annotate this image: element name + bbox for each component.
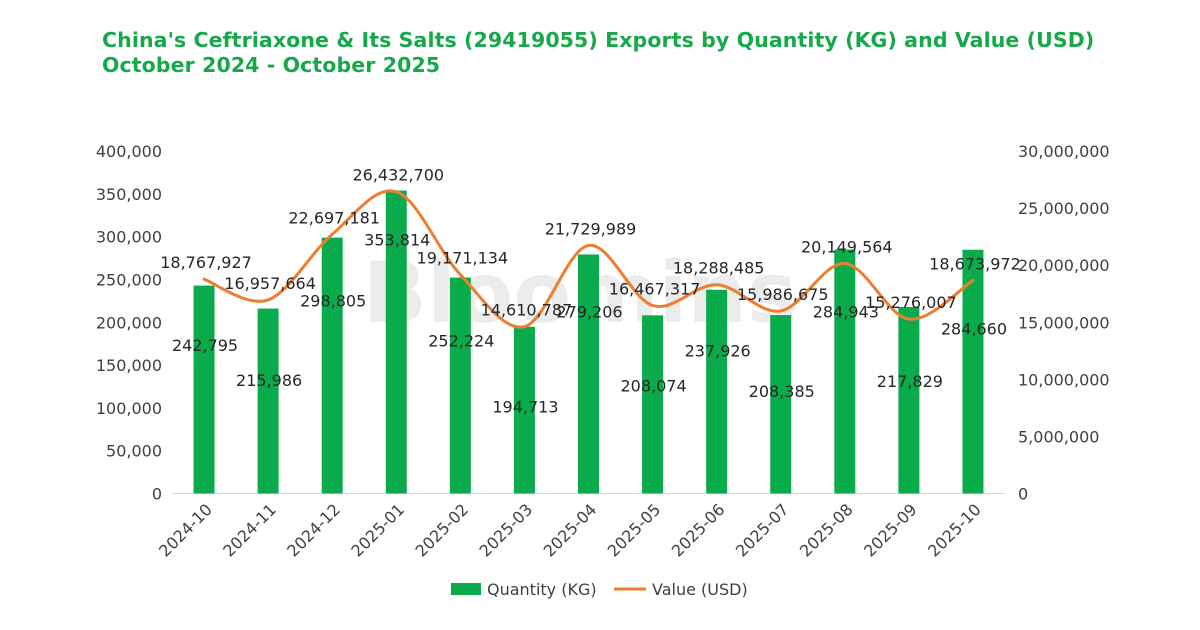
right-axis-tick: 5,000,000	[1018, 427, 1099, 446]
quantity-data-label: 353,814	[364, 231, 430, 250]
quantity-data-label: 237,926	[685, 342, 751, 361]
right-axis-tick: 30,000,000	[1018, 142, 1110, 161]
bar-series-quantity	[193, 190, 984, 494]
x-axis-tick: 2025-08	[796, 500, 857, 561]
right-axis-tick: 10,000,000	[1018, 370, 1110, 389]
bar-2024-10	[193, 285, 215, 494]
x-axis-tick: 2025-01	[347, 500, 408, 561]
bar-2024-11	[257, 308, 279, 494]
x-axis-tick: 2025-10	[924, 500, 985, 561]
x-axis-tick: 2025-05	[604, 500, 665, 561]
left-axis-tick: 400,000	[96, 142, 162, 161]
value-data-label: 16,957,664	[224, 274, 316, 293]
x-axis-tick: 2024-12	[283, 500, 344, 561]
value-data-label: 15,986,675	[737, 285, 829, 304]
value-data-label: 26,432,700	[352, 166, 444, 185]
left-axis: 0 50,000 100,000 150,000 200,000 250,000 300,0…	[96, 142, 162, 504]
value-data-label: 15,276,007	[865, 293, 957, 312]
value-data-label: 18,767,927	[160, 253, 252, 272]
bar-2025-01	[385, 190, 407, 494]
quantity-data-label: 252,224	[428, 332, 494, 351]
quantity-data-label: 215,986	[236, 371, 302, 390]
legend-label-value: Value (USD)	[652, 580, 748, 599]
left-axis-tick: 100,000	[96, 399, 162, 418]
data-labels: 242,795 215,986 298,805 353,814 252,224 194,7…	[160, 166, 1021, 417]
x-axis-tick: 2025-02	[411, 500, 472, 561]
x-axis-tick: 2024-11	[219, 500, 280, 561]
quantity-data-label: 298,805	[300, 291, 366, 310]
value-data-label: 22,697,181	[288, 208, 380, 227]
value-data-label: 21,729,989	[545, 219, 637, 238]
left-axis-tick: 150,000	[96, 356, 162, 375]
left-axis-tick: 200,000	[96, 313, 162, 332]
x-axis-tick: 2024-10	[155, 500, 216, 561]
bar-2025-09	[898, 306, 920, 494]
value-data-label: 18,673,972	[929, 254, 1021, 273]
bar-2025-08	[834, 249, 856, 494]
chart-title: China's Ceftriaxone & Its Salts (2941905…	[102, 28, 1094, 78]
right-axis: 0 5,000,000 10,000,000 15,000,000 20,000,000…	[1018, 142, 1110, 504]
line-series-value	[202, 189, 975, 329]
legend-swatch-quantity	[451, 583, 481, 595]
quantity-data-label: 279,206	[556, 302, 622, 321]
quantity-data-label: 208,385	[749, 382, 815, 401]
legend-label-quantity: Quantity (KG)	[487, 580, 597, 599]
quantity-data-label: 242,795	[172, 336, 238, 355]
legend: Quantity (KG) Value (USD)	[451, 580, 748, 599]
chart-title-line-2: October 2024 - October 2025	[102, 53, 441, 77]
quantity-data-label: 194,713	[492, 398, 558, 417]
value-data-label: 20,149,564	[801, 237, 893, 256]
quantity-data-label: 217,829	[877, 372, 943, 391]
left-axis-tick: 300,000	[96, 228, 162, 247]
value-data-label: 19,171,134	[417, 249, 509, 268]
bar-2025-06	[706, 289, 728, 494]
quantity-data-label: 284,943	[813, 302, 879, 321]
chart-title-line-1: China's Ceftriaxone & Its Salts (2941905…	[102, 28, 1095, 52]
left-axis-tick: 350,000	[96, 185, 162, 204]
value-data-label: 14,610,787	[481, 301, 573, 320]
x-axis-tick: 2025-06	[668, 500, 729, 561]
left-axis-tick: 0	[152, 485, 162, 504]
x-axis-tick: 2025-04	[540, 500, 601, 561]
x-axis-tick: 2025-09	[860, 500, 921, 561]
bar-2025-02	[449, 277, 471, 494]
quantity-data-label: 208,074	[620, 376, 686, 395]
left-axis-tick: 50,000	[106, 442, 162, 461]
quantity-data-label: 284,660	[941, 319, 1007, 338]
bar-2025-03	[513, 326, 535, 494]
right-axis-tick: 0	[1018, 485, 1028, 504]
bar-2025-04	[578, 254, 599, 494]
left-axis-tick: 250,000	[96, 270, 162, 289]
bar-2024-12	[321, 237, 343, 494]
right-axis-tick: 20,000,000	[1018, 256, 1110, 275]
value-data-label: 18,288,485	[673, 259, 765, 278]
x-axis: 2024-10 2024-11 2024-12 2025-01 2025-02 2025-…	[155, 500, 985, 561]
x-axis-tick: 2025-07	[732, 500, 793, 561]
right-axis-tick: 25,000,000	[1018, 199, 1110, 218]
x-axis-tick: 2025-03	[476, 500, 537, 561]
value-data-label: 16,467,317	[609, 279, 701, 298]
right-axis-tick: 15,000,000	[1018, 313, 1110, 332]
bar-2025-05	[642, 315, 664, 494]
bar-2025-10	[962, 249, 984, 494]
bar-2025-07	[770, 315, 792, 494]
